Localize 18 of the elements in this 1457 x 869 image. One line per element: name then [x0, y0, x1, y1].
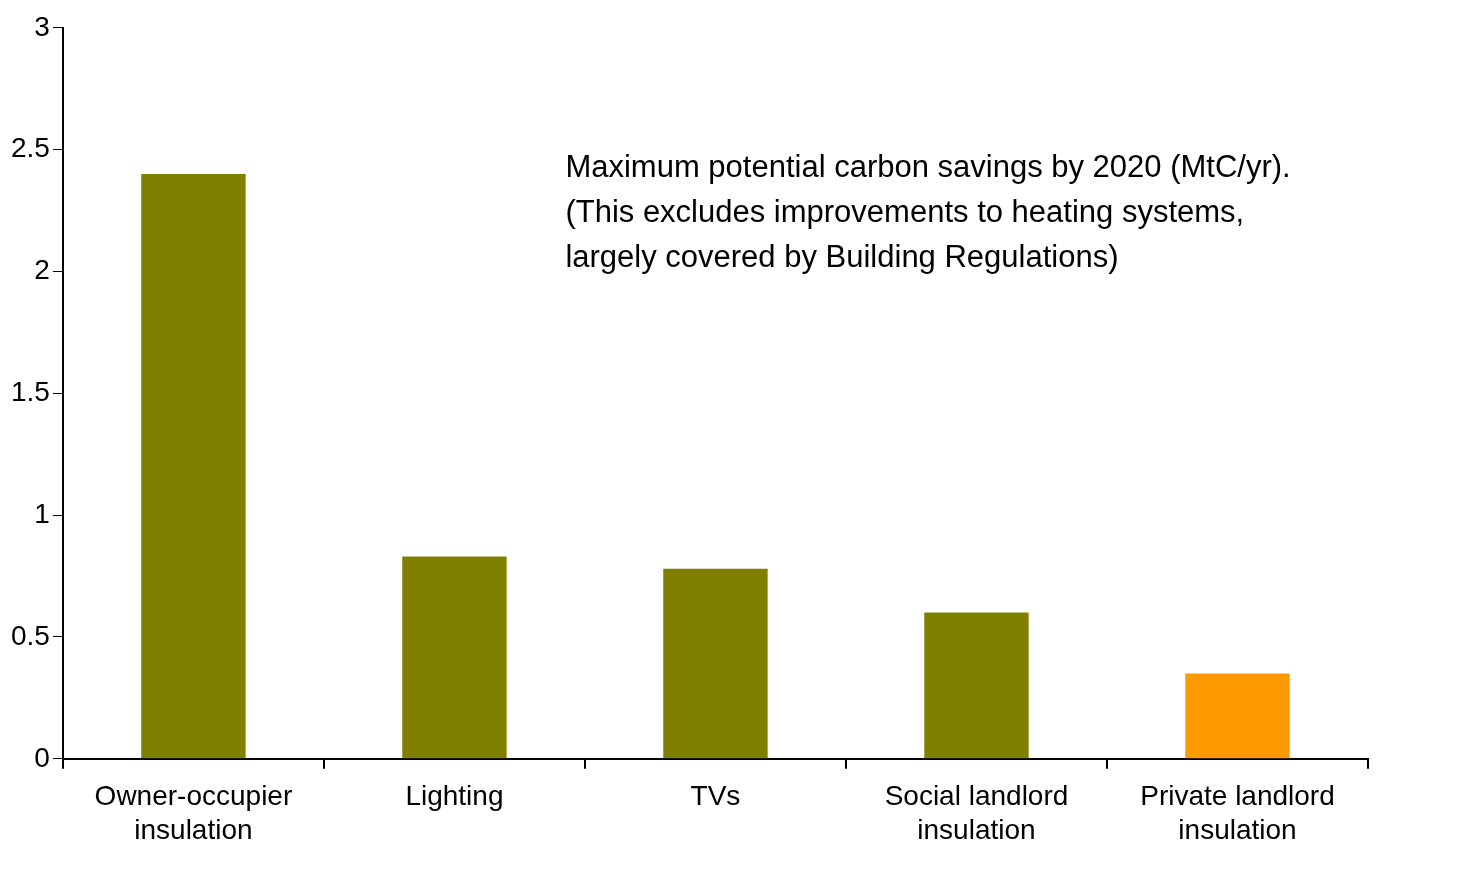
bar — [924, 612, 1029, 759]
bar — [663, 568, 768, 759]
y-tick-label: 1.5 — [10, 376, 50, 408]
y-tick-label: 0.5 — [10, 619, 50, 651]
y-tick-label: 0 — [34, 741, 50, 773]
x-tick-label: Social landlord insulation — [884, 780, 1069, 845]
y-tick-label: 2 — [34, 254, 50, 286]
x-tick-label: Private landlord insulation — [1140, 780, 1335, 845]
annotation: Maximum potential carbon savings by 2020 (MtC/yr). (This excludes improvements to heating systems, largely covered by Building Regulations) — [565, 148, 1291, 274]
y-tick-label: 3 — [34, 10, 50, 42]
bar — [402, 556, 507, 759]
bar — [141, 174, 246, 759]
y-tick-label: 2.5 — [10, 132, 50, 164]
x-tick-label: Owner-occupier insulation — [94, 780, 293, 845]
y-tick-label: 1 — [34, 497, 50, 529]
bar — [1185, 673, 1290, 759]
x-tick-label: TVs — [690, 780, 741, 812]
x-tick-label: Lighting — [405, 780, 504, 812]
